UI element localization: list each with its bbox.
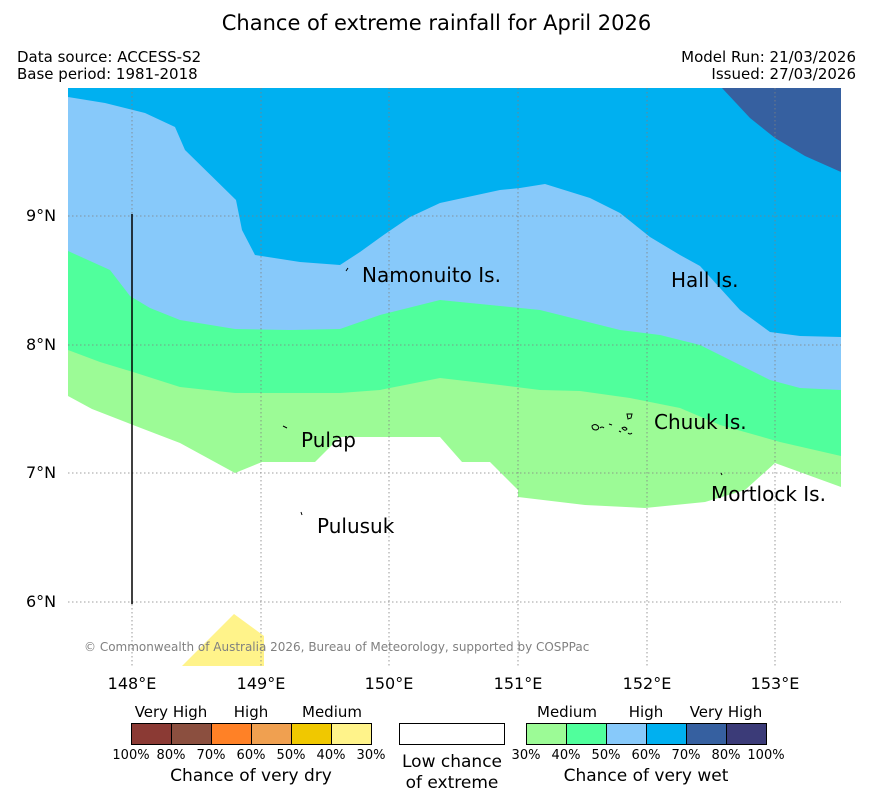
- pulusuk-island: [300, 511, 303, 516]
- legend-wet-tick: 50%: [591, 748, 621, 763]
- legend-dry-header-high: High: [233, 703, 269, 721]
- legend-dry-tick: 40%: [316, 748, 346, 763]
- base-period: Base period: 1981-2018: [17, 65, 198, 83]
- dry-medium-region: [182, 614, 264, 666]
- wet-high-60-region: [68, 88, 841, 337]
- namonuito-island: [345, 267, 349, 272]
- lat-label-8n: 8°N: [26, 335, 57, 354]
- legend-neutral-swatch: [399, 723, 505, 745]
- legend-wet-swatch-4: [647, 724, 687, 744]
- legend-dry-tick: 70%: [196, 748, 226, 763]
- legend-wet-header-very-high: Very High: [689, 703, 763, 721]
- legend-wet-tick: 40%: [551, 748, 581, 763]
- place-chuuk: Chuuk Is.: [654, 410, 747, 434]
- mortlock-island: [720, 472, 723, 476]
- run-info: Model Run: 21/03/2026 Issued: 27/03/2026: [681, 49, 856, 83]
- lon-label-151e: 151°E: [493, 674, 543, 693]
- legend-neutral-caption-line2: of extreme: [405, 773, 499, 793]
- copyright-notice: © Commonwealth of Australia 2026, Bureau…: [84, 640, 590, 654]
- legend-dry-swatch-2: [172, 724, 212, 744]
- legend-dry-tick: 80%: [156, 748, 186, 763]
- place-namonuito: Namonuito Is.: [362, 263, 501, 287]
- legend-wet-header-high: High: [628, 703, 664, 721]
- issued-date: Issued: 27/03/2026: [711, 65, 856, 83]
- legend-wet-tick: 100%: [747, 748, 785, 763]
- lat-label-7n: 7°N: [26, 463, 57, 482]
- legend-wet-colorbar: [526, 723, 767, 745]
- map-title: Chance of extreme rainfall for April 202…: [221, 11, 652, 35]
- legend-dry-tick: 30%: [356, 748, 386, 763]
- legend-dry-swatch-3: [212, 724, 252, 744]
- place-pulap: Pulap: [301, 428, 356, 452]
- lat-label-9n: 9°N: [26, 206, 57, 225]
- place-hall: Hall Is.: [671, 268, 739, 292]
- legend-dry-swatch-6: [332, 724, 371, 744]
- lon-label-153e: 153°E: [750, 674, 800, 693]
- legend-wet-swatch-2: [567, 724, 607, 744]
- lat-label-6n: 6°N: [26, 592, 57, 611]
- legend-dry-tick: 60%: [236, 748, 266, 763]
- legend-dry-header-medium: Medium: [302, 703, 362, 721]
- pulap-island: [282, 425, 288, 429]
- lon-label-149e: 149°E: [236, 674, 286, 693]
- data-source: Data source: ACCESS-S2: [17, 48, 202, 66]
- legend-wet-header-medium: Medium: [537, 703, 597, 721]
- lon-label-148e: 148°E: [107, 674, 157, 693]
- legend-dry-colorbar: [131, 723, 372, 745]
- legend-dry-caption: Chance of very dry: [170, 766, 332, 786]
- model-run: Model Run: 21/03/2026: [681, 48, 856, 66]
- legend-wet-swatch-1: [527, 724, 567, 744]
- legend-wet-swatch-3: [607, 724, 647, 744]
- legend-wet-swatch-6: [727, 724, 766, 744]
- data-info: Data source: ACCESS-S2 Base period: 1981…: [17, 49, 201, 83]
- lon-label-152e: 152°E: [622, 674, 672, 693]
- chuuk-lagoon-islands: [591, 413, 633, 435]
- lon-label-150e: 150°E: [364, 674, 414, 693]
- legend-dry-tick: 50%: [276, 748, 306, 763]
- gridlines: [68, 88, 841, 666]
- legend-neutral-caption-line1: Low chance: [402, 752, 502, 772]
- legend-wet-swatch-5: [687, 724, 727, 744]
- legend-wet-tick: 30%: [511, 748, 541, 763]
- legend-dry-swatch-1: [132, 724, 172, 744]
- place-pulusuk: Pulusuk: [317, 514, 395, 538]
- legend-wet-tick: 60%: [631, 748, 661, 763]
- legend-dry-swatch-5: [292, 724, 332, 744]
- legend-wet-tick: 70%: [671, 748, 701, 763]
- islands: [282, 267, 723, 516]
- legend-dry-tick: 100%: [112, 748, 150, 763]
- map-area: [68, 88, 841, 666]
- place-mortlock: Mortlock Is.: [711, 482, 826, 506]
- legend-wet-caption: Chance of very wet: [563, 766, 729, 786]
- wet-veryhigh-70-region: [722, 88, 841, 172]
- legend-dry-swatch-4: [252, 724, 292, 744]
- legend-dry-header-very-high: Very High: [134, 703, 208, 721]
- legend-wet-tick: 80%: [711, 748, 741, 763]
